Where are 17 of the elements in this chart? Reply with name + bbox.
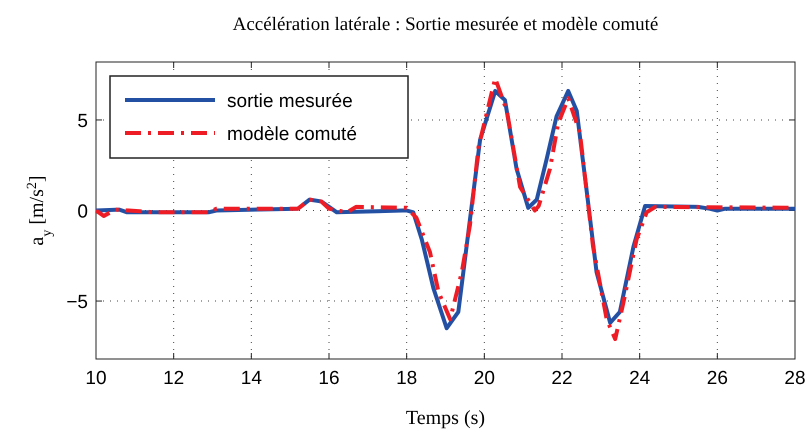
x-tick-label: 16 [318,368,340,389]
legend-label: sortie mesurée [227,91,353,112]
chart-title: Accélération latérale : Sortie mesurée et modèle comuté [232,14,658,35]
y-tick-label: −5 [66,292,88,314]
x-tick-label: 18 [396,368,418,389]
x-tick-label: 24 [629,368,651,389]
x-tick-label: 14 [240,368,262,389]
y-tick-label: 0 [77,202,88,222]
x-tick-label: 26 [706,368,728,389]
x-axis-title: Temps (s) [406,407,486,429]
x-tick-label: 28 [784,368,806,389]
legend-label: modèle comuté [227,124,357,145]
x-tick-label: 20 [474,368,495,389]
x-tick-label: 12 [163,368,184,389]
y-tick-label: 5 [77,110,88,132]
x-tick-label: 10 [85,368,107,389]
x-tick-label: 22 [551,368,573,389]
